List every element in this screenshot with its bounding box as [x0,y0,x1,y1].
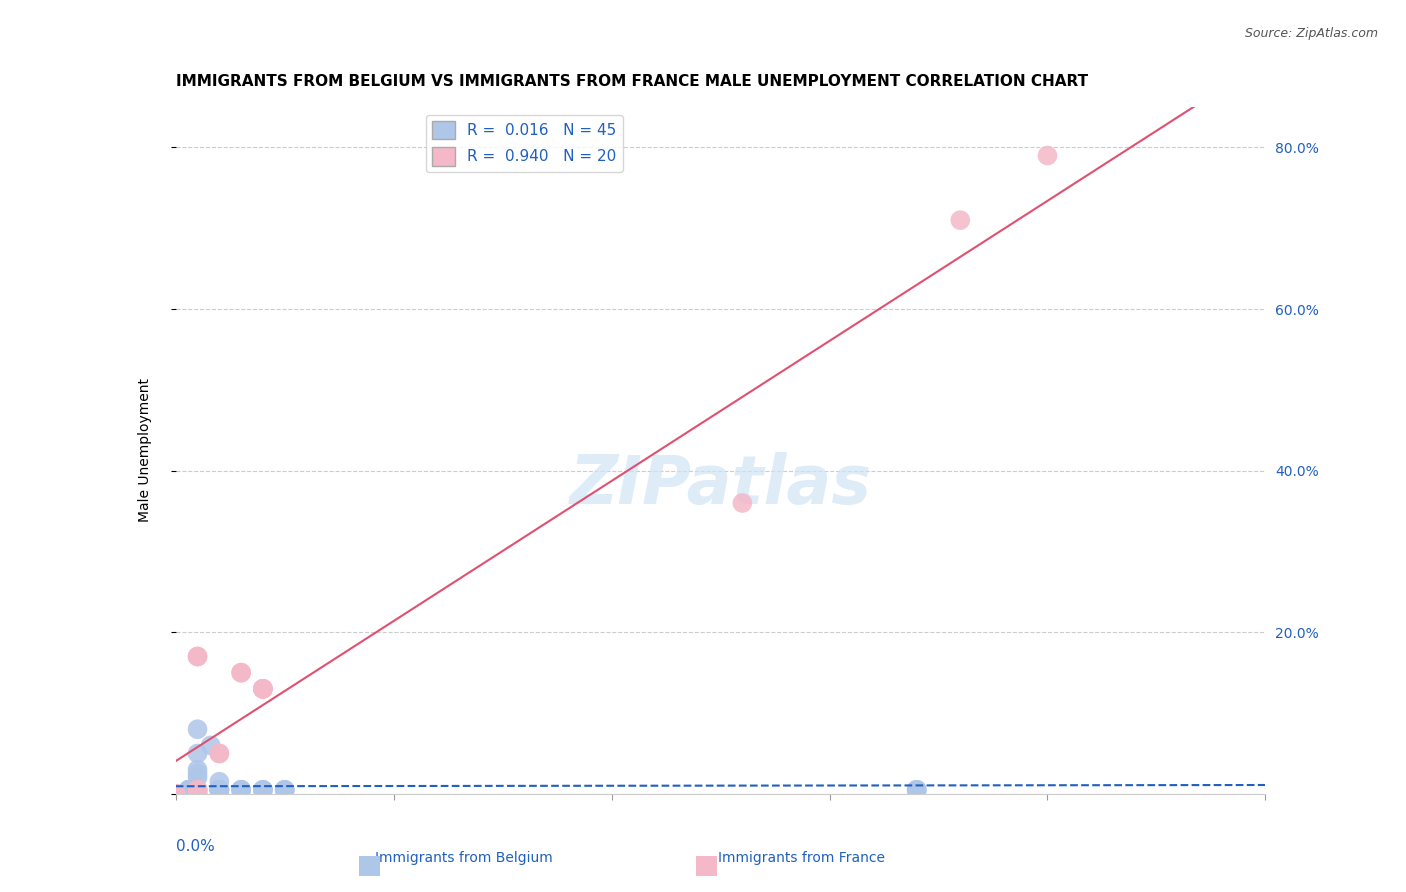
Point [231,782,253,797]
Text: Source: ZipAtlas.com: Source: ZipAtlas.com [1244,27,1378,40]
Point [186,782,209,797]
Point [177,787,200,801]
Point [231,665,253,680]
Point [177,782,200,797]
Text: Immigrants from France: Immigrants from France [718,851,884,865]
Point [252,782,274,797]
Point [177,782,200,797]
Point [186,782,209,797]
Point [177,782,200,797]
Point [252,681,274,696]
Point [231,782,253,797]
Point [165,787,187,801]
Point [186,763,209,777]
Point [208,782,231,797]
Point [165,787,187,801]
Point [177,782,200,797]
Text: ZIPatlas: ZIPatlas [569,452,872,517]
Point [252,681,274,696]
Point [177,782,200,797]
Point [186,766,209,780]
Point [186,782,209,797]
Point [905,782,928,797]
Point [274,782,297,797]
Point [186,771,209,785]
Point [731,496,754,510]
Point [186,649,209,664]
Point [208,747,231,761]
Point [177,787,200,801]
Point [200,739,222,753]
Point [208,782,231,797]
Point [177,787,200,801]
Point [949,213,972,227]
Point [252,782,274,797]
Text: Immigrants from Belgium: Immigrants from Belgium [375,851,553,865]
Point [177,782,200,797]
Point [252,681,274,696]
Point [905,782,928,797]
Point [186,787,209,801]
Point [186,787,209,801]
Point [208,782,231,797]
Point [177,782,200,797]
Point [177,787,200,801]
Point [1036,148,1059,162]
Point [274,782,297,797]
Point [177,782,200,797]
Point [186,649,209,664]
Point [905,782,928,797]
Point [208,782,231,797]
Point [274,782,297,797]
Y-axis label: Male Unemployment: Male Unemployment [138,378,152,523]
Point [208,774,231,789]
Point [252,782,274,797]
Legend: R =  0.016   N = 45, R =  0.940   N = 20: R = 0.016 N = 45, R = 0.940 N = 20 [426,115,623,172]
Point [208,782,231,797]
Text: IMMIGRANTS FROM BELGIUM VS IMMIGRANTS FROM FRANCE MALE UNEMPLOYMENT CORRELATION : IMMIGRANTS FROM BELGIUM VS IMMIGRANTS FR… [176,74,1088,89]
Point [186,787,209,801]
Point [231,665,253,680]
Point [231,782,253,797]
Point [165,787,187,801]
Point [252,681,274,696]
Point [177,782,200,797]
Point [177,787,200,801]
Point [186,723,209,737]
Point [186,747,209,761]
Point [186,782,209,797]
Point [177,782,200,797]
Point [208,747,231,761]
Point [177,782,200,797]
Point [177,782,200,797]
Point [165,787,187,801]
Text: 0.0%: 0.0% [176,838,215,854]
